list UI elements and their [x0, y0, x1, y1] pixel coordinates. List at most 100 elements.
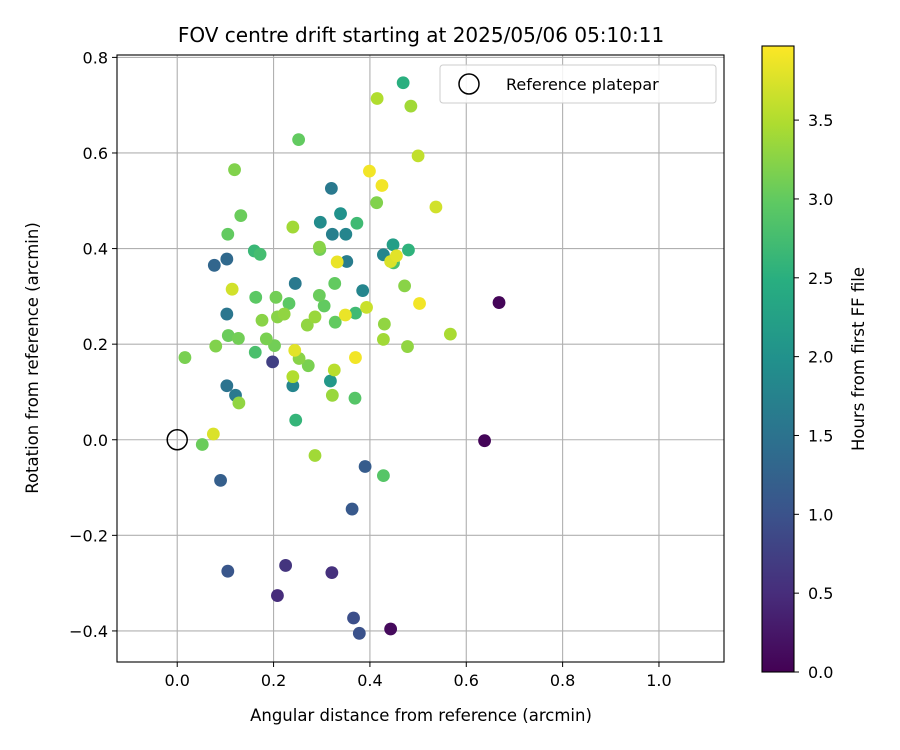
data-point — [340, 255, 354, 268]
x-axis-ticks: 0.0 0.2 0.4 0.6 0.8 1.0 — [164, 662, 672, 690]
data-point — [384, 622, 398, 636]
data-point — [325, 566, 339, 580]
data-point — [300, 318, 314, 332]
colorbar-gradient — [761, 45, 795, 673]
data-point — [358, 460, 372, 473]
x-axis-label: Angular distance from reference (arcmin) — [250, 706, 592, 725]
data-point — [207, 258, 221, 272]
data-point — [269, 290, 283, 304]
data-point — [325, 227, 339, 241]
data-point — [370, 196, 384, 210]
data-point — [289, 413, 303, 427]
data-point — [288, 343, 302, 357]
data-point — [178, 351, 192, 364]
colorbar-tick-label: 0.0 — [808, 663, 833, 682]
y-tick-label: 0.2 — [83, 335, 108, 354]
data-point — [334, 207, 347, 221]
data-point — [324, 374, 337, 388]
data-point — [255, 313, 269, 327]
reference-platepar-marker — [166, 429, 188, 451]
colorbar-tick-label: 3.0 — [808, 190, 833, 209]
data-point — [308, 310, 322, 324]
data-point — [370, 92, 384, 105]
colorbar-tick-label: 2.5 — [808, 269, 833, 288]
data-point — [398, 279, 412, 293]
data-point — [377, 469, 390, 482]
data-point — [360, 300, 373, 314]
data-point — [221, 564, 235, 578]
data-point — [277, 307, 291, 321]
data-point — [232, 332, 245, 345]
data-point — [317, 299, 331, 313]
data-point — [271, 589, 284, 602]
data-point — [402, 243, 415, 257]
data-point — [228, 163, 241, 177]
data-point — [327, 363, 341, 377]
data-point — [225, 282, 239, 296]
data-point — [279, 559, 293, 572]
data-point — [328, 315, 342, 329]
data-point — [253, 247, 267, 261]
data-point — [206, 427, 220, 441]
legend-box — [439, 64, 717, 104]
x-tick-label: 1.0 — [646, 671, 671, 690]
data-point — [348, 391, 362, 405]
data-point — [345, 502, 359, 516]
data-point — [220, 379, 234, 393]
legend-label: Reference platepar — [506, 75, 659, 94]
data-point — [286, 370, 300, 384]
colorbar-tick-label: 0.5 — [808, 584, 833, 603]
grid-lines — [117, 55, 724, 662]
data-point — [401, 340, 414, 353]
data-point — [232, 396, 246, 410]
data-point — [313, 215, 327, 229]
y-tick-label: −0.2 — [69, 526, 108, 545]
data-point — [352, 626, 366, 640]
data-point — [328, 277, 342, 290]
data-point — [292, 133, 306, 146]
data-point — [221, 329, 235, 342]
colorbar: 0.0 0.5 1.0 1.5 2.0 2.5 3.0 3.5 Hours from firs… — [761, 45, 868, 682]
data-point — [249, 290, 263, 304]
y-tick-label: −0.4 — [69, 622, 108, 641]
colorbar-ticks: 0.0 0.5 1.0 1.5 2.0 2.5 3.0 3.5 — [794, 111, 833, 682]
data-point — [220, 252, 234, 266]
data-point — [286, 379, 300, 393]
data-point — [347, 611, 360, 625]
data-point — [375, 179, 389, 192]
x-tick-label: 0.4 — [357, 671, 382, 690]
y-tick-label: 0.4 — [83, 240, 108, 259]
data-point — [330, 255, 344, 269]
x-tick-label: 0.2 — [261, 671, 286, 690]
legend: Reference platepar — [439, 64, 717, 104]
y-tick-label: 0.0 — [83, 431, 108, 450]
data-point — [220, 307, 234, 321]
data-point — [390, 249, 403, 263]
y-tick-label: 0.6 — [83, 144, 108, 163]
data-point — [413, 297, 426, 310]
data-point — [282, 297, 296, 310]
plot-frame — [116, 54, 725, 663]
colorbar-tick-label: 1.0 — [808, 505, 833, 524]
data-point — [396, 76, 410, 90]
colorbar-tick-label: 1.5 — [808, 426, 833, 445]
data-point — [301, 359, 315, 373]
colorbar-label: Hours from first FF file — [849, 267, 868, 451]
data-point — [248, 345, 262, 359]
chart-title: FOV centre drift starting at 2025/05/06 … — [178, 23, 664, 47]
data-point — [386, 238, 400, 252]
data-point — [324, 181, 338, 195]
data-point — [349, 306, 362, 320]
data-point — [234, 209, 248, 222]
data-point — [221, 227, 235, 241]
data-point — [377, 332, 390, 346]
data-point — [339, 227, 353, 241]
data-point — [209, 339, 223, 353]
data-point — [308, 449, 322, 462]
data-point — [377, 317, 391, 331]
data-point — [214, 473, 227, 487]
colorbar-tick-label: 2.0 — [808, 348, 833, 367]
data-point — [363, 164, 376, 178]
data-points — [178, 76, 506, 640]
